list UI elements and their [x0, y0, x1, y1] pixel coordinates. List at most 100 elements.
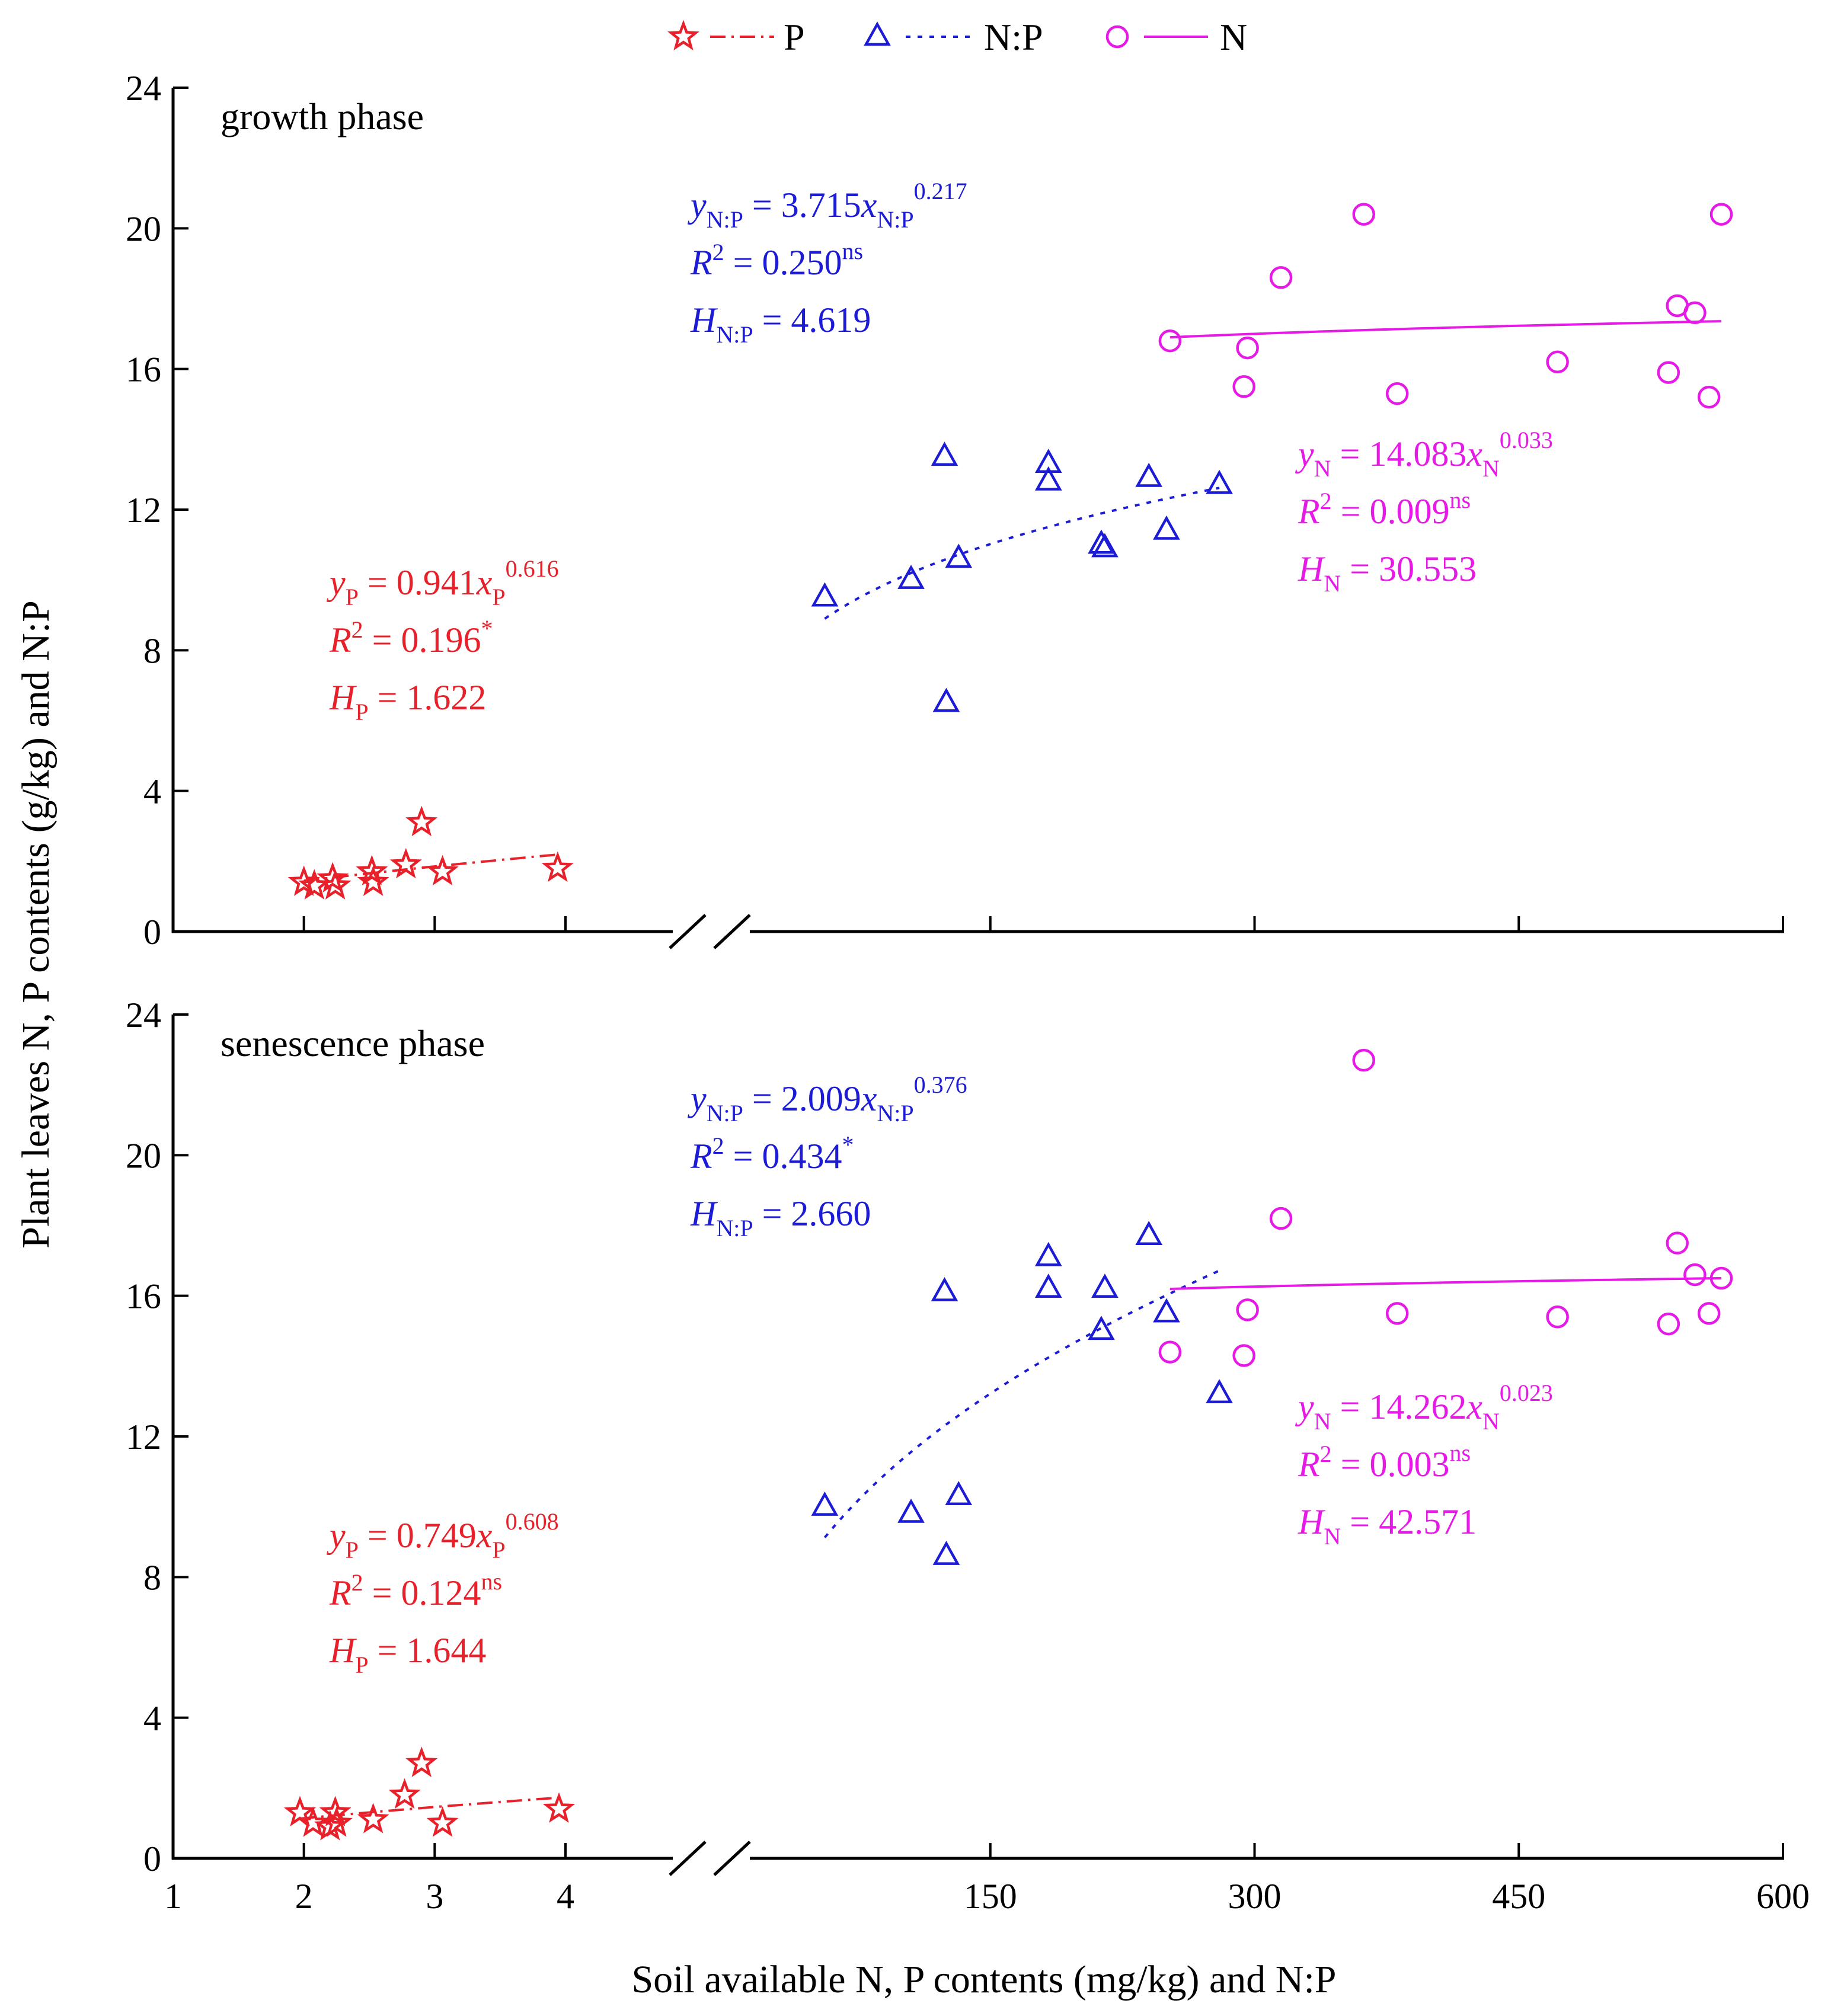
data-point-np	[1091, 1273, 1119, 1298]
data-point-np	[1135, 1221, 1163, 1245]
data-point-np	[1034, 1241, 1062, 1266]
data-point-n	[1352, 1048, 1375, 1072]
legend-marker-p	[667, 20, 699, 51]
senescence-p-equation-h: HP = 1.644	[329, 1631, 486, 1678]
senescence-p-equation-r2: R2 = 0.124ns	[329, 1568, 502, 1612]
y-tick-label: 16	[126, 1277, 161, 1316]
data-point-p	[357, 1803, 389, 1833]
data-point-n	[1683, 1263, 1707, 1287]
senescence-np-equation-r2: R2 = 0.434*	[690, 1131, 854, 1176]
data-point-n	[1236, 336, 1259, 360]
data-point-np	[931, 441, 958, 466]
fit-line-np	[824, 487, 1220, 620]
growth-p-equation-fit: yP = 0.941xP0.616	[326, 555, 559, 610]
senescence-np-equation-h: HN:P = 2.660	[690, 1194, 871, 1241]
data-point-p	[389, 847, 422, 879]
fit-line-n	[1169, 1277, 1722, 1290]
data-point-np	[1206, 469, 1233, 494]
data-point-n	[1546, 1305, 1569, 1329]
x-tick-label: 3	[426, 1877, 443, 1916]
y-tick-label: 4	[143, 1699, 161, 1738]
data-point-np	[811, 1491, 839, 1516]
data-point-n	[1385, 1302, 1409, 1325]
x-tick-label: 300	[1228, 1877, 1282, 1916]
y-axis-title: Plant leaves N, P contents (g/kg) and N:…	[14, 600, 57, 1249]
x-tick-label: 600	[1756, 1877, 1810, 1916]
y-tick-label: 12	[126, 1417, 161, 1457]
data-point-p	[405, 1746, 438, 1777]
data-point-n	[1385, 382, 1409, 405]
data-point-p	[426, 855, 459, 886]
axis-break-mark	[669, 1841, 707, 1876]
series-p: yP = 0.749xP0.608 R2 = 0.124ns HP = 1.644	[283, 1508, 576, 1841]
growth-p-equation-r2: R2 = 0.196*	[329, 615, 493, 660]
data-point-np	[1153, 515, 1180, 540]
data-point-n	[1697, 385, 1721, 409]
axis-break-mark	[713, 1841, 751, 1876]
series-np: yN:P = 3.715xN:P0.217 R2 = 0.250ns HN:P = …	[687, 178, 1233, 712]
legend-item-p: P	[667, 16, 805, 58]
data-point-np	[1034, 1273, 1062, 1298]
data-point-np	[1206, 1379, 1233, 1403]
data-point-np	[1088, 1316, 1115, 1340]
panel-label: growth phase	[221, 95, 424, 137]
data-point-n	[1657, 1312, 1680, 1336]
growth-p-equation-h: HP = 1.622	[329, 678, 486, 725]
data-point-np	[1135, 462, 1163, 487]
data-point-p	[357, 865, 389, 896]
y-tick-label: 0	[143, 1839, 161, 1879]
x-tick-label: 2	[295, 1877, 313, 1916]
data-point-p	[541, 851, 574, 882]
axis-break-mark	[669, 914, 707, 949]
growth-n-equation-r2: R2 = 0.009ns	[1298, 487, 1471, 531]
x-tick-label: 150	[964, 1877, 1017, 1916]
data-point-p	[320, 1806, 353, 1837]
growth-np-equation-h: HN:P = 4.619	[690, 300, 871, 348]
data-point-np	[1091, 533, 1119, 558]
x-tick-label: 450	[1492, 1877, 1545, 1916]
y-tick-label: 8	[143, 1558, 161, 1597]
data-point-p	[388, 1778, 421, 1809]
data-point-n	[1709, 1266, 1733, 1290]
legend-label-n: N	[1220, 16, 1247, 58]
data-point-n	[1352, 203, 1375, 226]
data-point-n	[1657, 361, 1680, 384]
data-point-np	[1153, 1298, 1180, 1323]
y-tick-label: 24	[126, 69, 161, 108]
data-point-p	[542, 1792, 576, 1823]
legend-marker-np	[864, 21, 891, 46]
data-point-n	[1269, 1207, 1293, 1230]
data-point-p	[319, 869, 351, 900]
legend-item-n: N	[1105, 16, 1247, 58]
legend-marker-n	[1105, 25, 1129, 49]
series-p: yP = 0.941xP0.616 R2 = 0.196* HP = 1.622	[287, 555, 574, 900]
data-point-np	[932, 1541, 960, 1565]
data-point-np	[1088, 529, 1115, 554]
x-axis-title: Soil available N, P contents (mg/kg) and…	[631, 1958, 1336, 2001]
data-point-p	[426, 1806, 459, 1837]
growth-n-equation-fit: yN = 14.083xN0.033	[1295, 427, 1553, 482]
data-point-np	[897, 564, 925, 589]
data-point-p	[405, 805, 438, 837]
legend: P N:P N	[667, 16, 1247, 58]
senescence-n-equation-h: HN = 42.571	[1298, 1502, 1477, 1550]
y-tick-label: 4	[143, 772, 161, 811]
data-point-p	[356, 855, 388, 886]
senescence-n-equation-fit: yN = 14.262xN0.023	[1295, 1380, 1553, 1435]
data-point-np	[811, 582, 839, 607]
data-point-n	[1232, 1344, 1255, 1367]
data-point-n	[1683, 301, 1707, 324]
fit-line-n	[1169, 320, 1722, 339]
data-point-p	[319, 1796, 351, 1826]
data-point-n	[1546, 350, 1569, 374]
y-tick-label: 16	[126, 350, 161, 389]
data-point-np	[1034, 466, 1062, 491]
data-point-n	[1158, 329, 1182, 353]
legend-label-np: N:P	[984, 16, 1043, 58]
x-tick-label: 1	[164, 1877, 182, 1916]
senescence-np-equation-fit: yN:P = 2.009xN:P0.376	[687, 1071, 967, 1127]
senescence-p-equation-fit: yP = 0.749xP0.608	[326, 1508, 559, 1563]
